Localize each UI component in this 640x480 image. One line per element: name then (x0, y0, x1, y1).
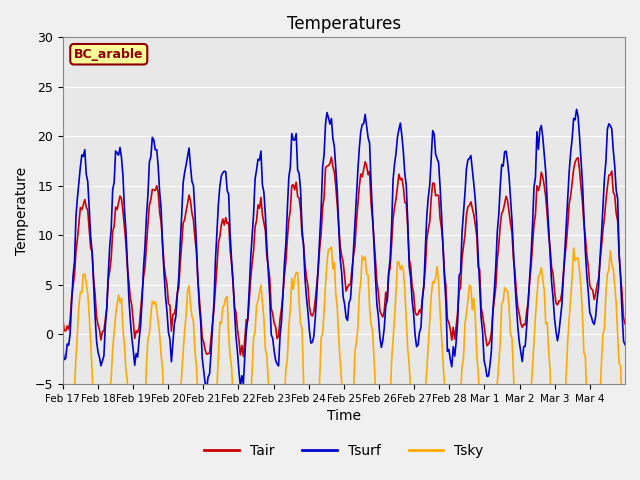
Tair (621, 321, 629, 327)
Legend: Tair, Tsurf, Tsky: Tair, Tsurf, Tsky (198, 439, 490, 464)
Tair (463, 212, 470, 217)
X-axis label: Time: Time (327, 409, 361, 423)
Tsurf (621, 342, 629, 348)
Tair (95, 327, 103, 333)
Tsurf (620, 338, 627, 344)
Tsurf (78, 152, 86, 158)
Tair (239, 354, 247, 360)
Line: Tair: Tair (63, 157, 625, 357)
Tair (620, 315, 627, 321)
Tair (78, 207, 86, 213)
Tsky (78, 290, 86, 296)
Tsurf (573, 107, 580, 112)
Tsurf (59, 347, 67, 352)
Tsurf (95, 355, 103, 360)
Tsurf (545, 225, 552, 231)
Tair (59, 316, 67, 322)
Tsky (328, 244, 335, 250)
Tsurf (349, 248, 357, 254)
Tsky (351, 349, 359, 355)
Tsurf (203, 386, 211, 392)
Tsky (620, 431, 627, 437)
Tair (328, 154, 335, 160)
Line: Tsurf: Tsurf (63, 109, 625, 389)
Tsurf (461, 190, 469, 195)
Tsky (621, 458, 629, 464)
Tair (547, 244, 554, 250)
Tsky (547, 368, 554, 374)
Tsky (59, 446, 67, 452)
Tsky (463, 311, 470, 316)
Y-axis label: Temperature: Temperature (15, 167, 29, 255)
Title: Temperatures: Temperatures (287, 15, 401, 33)
Tair (351, 243, 359, 249)
Line: Tsky: Tsky (63, 247, 625, 480)
Text: BC_arable: BC_arable (74, 48, 143, 61)
